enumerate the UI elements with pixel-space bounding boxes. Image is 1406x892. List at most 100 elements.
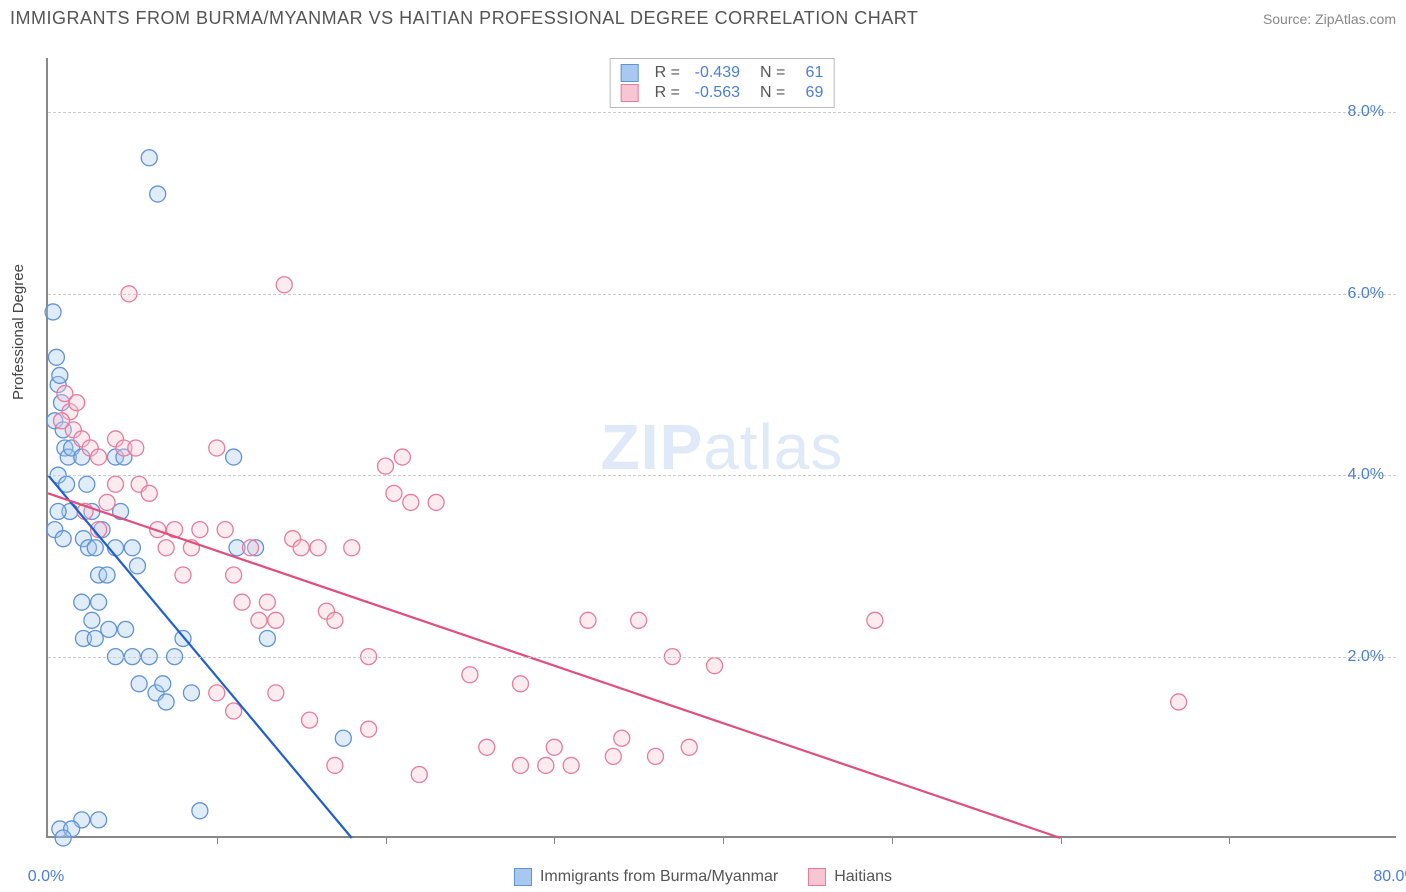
x-tick-label-min: 0.0%	[28, 868, 64, 886]
gridline	[48, 475, 1396, 476]
data-point	[91, 449, 107, 465]
data-point	[293, 540, 309, 556]
data-point	[48, 349, 64, 365]
data-point	[563, 757, 579, 773]
data-point	[394, 449, 410, 465]
data-point	[128, 440, 144, 456]
data-point	[108, 476, 124, 492]
data-point	[268, 612, 284, 628]
data-point	[79, 476, 95, 492]
stats-r-value: -0.563	[688, 84, 740, 102]
data-point	[411, 767, 427, 783]
data-point	[513, 676, 529, 692]
stats-n-label: N =	[760, 84, 785, 102]
data-point	[259, 630, 275, 646]
data-point	[681, 739, 697, 755]
page-title: IMMIGRANTS FROM BURMA/MYANMAR VS HAITIAN…	[10, 8, 918, 29]
data-point	[648, 748, 664, 764]
source-label: Source: ZipAtlas.com	[1263, 11, 1396, 27]
legend-swatch	[808, 868, 826, 886]
data-point	[361, 721, 377, 737]
data-point	[226, 703, 242, 719]
legend-swatch	[621, 64, 639, 82]
plot-area: ZIPatlas R =-0.439N =61R =-0.563N =69 2.…	[46, 58, 1396, 838]
x-tick-label-max: 80.0%	[1373, 868, 1406, 886]
data-point	[631, 612, 647, 628]
data-point	[155, 676, 171, 692]
data-point	[45, 304, 61, 320]
data-point	[538, 757, 554, 773]
data-point	[310, 540, 326, 556]
data-point	[74, 594, 90, 610]
data-point	[479, 739, 495, 755]
data-point	[129, 558, 145, 574]
data-point	[327, 757, 343, 773]
x-tick	[217, 836, 218, 844]
data-point	[91, 812, 107, 828]
stats-n-label: N =	[760, 64, 785, 82]
data-point	[52, 367, 68, 383]
stats-r-label: R =	[655, 84, 680, 102]
x-legend-label: Immigrants from Burma/Myanmar	[540, 868, 778, 885]
data-point	[243, 540, 259, 556]
data-point	[344, 540, 360, 556]
data-point	[259, 594, 275, 610]
y-tick-label: 6.0%	[1348, 285, 1384, 303]
data-point	[209, 440, 225, 456]
data-point	[84, 612, 100, 628]
x-tick	[892, 836, 893, 844]
data-point	[335, 730, 351, 746]
data-point	[69, 395, 85, 411]
data-point	[99, 494, 115, 510]
data-point	[234, 594, 250, 610]
y-tick-label: 4.0%	[1348, 466, 1384, 484]
data-point	[226, 449, 242, 465]
stats-row: R =-0.439N =61	[621, 63, 824, 83]
gridline	[48, 112, 1396, 113]
gridline	[48, 657, 1396, 658]
data-point	[131, 676, 147, 692]
data-point	[124, 540, 140, 556]
stats-legend: R =-0.439N =61R =-0.563N =69	[610, 58, 835, 108]
data-point	[209, 685, 225, 701]
data-point	[150, 186, 166, 202]
data-point	[158, 694, 174, 710]
data-point	[1171, 694, 1187, 710]
data-point	[87, 540, 103, 556]
stats-r-label: R =	[655, 64, 680, 82]
x-tick	[1061, 836, 1062, 844]
data-point	[99, 567, 115, 583]
data-point	[175, 567, 191, 583]
data-point	[217, 522, 233, 538]
data-point	[605, 748, 621, 764]
stats-r-value: -0.439	[688, 64, 740, 82]
data-point	[54, 413, 70, 429]
data-point	[141, 150, 157, 166]
legend-swatch	[514, 868, 532, 886]
x-tick	[386, 836, 387, 844]
x-tick	[1229, 836, 1230, 844]
data-point	[101, 621, 117, 637]
gridline	[48, 294, 1396, 295]
data-point	[158, 540, 174, 556]
stats-row: R =-0.563N =69	[621, 83, 824, 103]
data-point	[251, 612, 267, 628]
data-point	[378, 458, 394, 474]
x-axis-legend: Immigrants from Burma/Myanmar Haitians	[514, 868, 892, 886]
data-point	[183, 685, 199, 701]
x-legend-label: Haitians	[834, 868, 892, 885]
x-tick	[723, 836, 724, 844]
data-point	[192, 522, 208, 538]
data-point	[276, 277, 292, 293]
plot-svg	[48, 58, 1396, 836]
data-point	[268, 685, 284, 701]
data-point	[302, 712, 318, 728]
data-point	[226, 567, 242, 583]
data-point	[55, 531, 71, 547]
x-legend-item: Immigrants from Burma/Myanmar	[514, 868, 778, 886]
data-point	[327, 612, 343, 628]
trend-line	[48, 493, 1061, 838]
data-point	[192, 803, 208, 819]
data-point	[614, 730, 630, 746]
data-point	[50, 503, 66, 519]
